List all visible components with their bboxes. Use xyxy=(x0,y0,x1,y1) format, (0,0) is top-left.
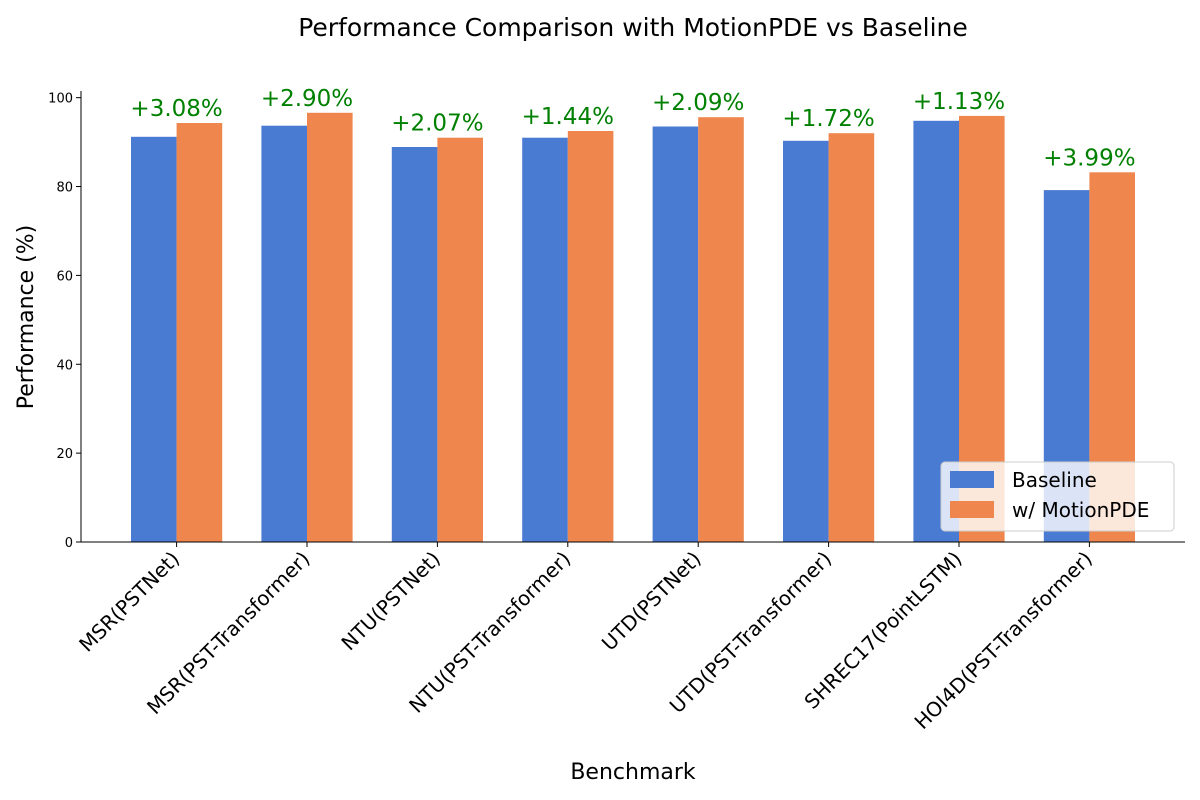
improvement-label-2: +2.07% xyxy=(391,111,483,137)
y-tick-label-0: 0 xyxy=(65,536,73,551)
bar-motionpde-3 xyxy=(567,131,614,542)
legend-label-0: Baseline xyxy=(1012,468,1097,492)
bar-baseline-2 xyxy=(391,147,438,542)
bar-baseline-3 xyxy=(522,137,568,542)
bar-baseline-5 xyxy=(783,140,829,543)
improvement-label-7: +3.99% xyxy=(1043,145,1135,171)
y-axis-label: Performance (%) xyxy=(14,225,39,409)
bar-motionpde-0 xyxy=(176,123,223,542)
improvement-label-6: +1.13% xyxy=(913,89,1005,115)
y-tick-label-80: 80 xyxy=(56,181,73,196)
bar-motionpde-2 xyxy=(437,137,483,542)
legend-label-1: w/ MotionPDE xyxy=(1012,498,1149,522)
legend-swatch-1 xyxy=(950,501,994,518)
x-tick-label-0: MSR(PSTNet) xyxy=(74,547,184,657)
bar-baseline-0 xyxy=(131,136,177,543)
improvement-label-5: +1.72% xyxy=(782,106,874,132)
legend-box xyxy=(940,461,1175,532)
improvement-label-1: +2.90% xyxy=(261,86,353,112)
y-tick-label-20: 20 xyxy=(56,447,73,462)
bar-baseline-4 xyxy=(652,126,699,542)
bar-baseline-1 xyxy=(261,125,307,542)
chart-title: Performance Comparison with MotionPDE vs… xyxy=(298,13,968,42)
x-axis-label: Benchmark xyxy=(570,760,696,785)
improvement-label-0: +3.08% xyxy=(130,96,222,122)
improvement-label-4: +2.09% xyxy=(652,90,744,116)
bar-motionpde-5 xyxy=(828,133,875,542)
legend: Baseline w/ MotionPDE xyxy=(940,461,1175,532)
x-tick-label-2: NTU(PSTNet) xyxy=(336,547,445,656)
y-tick-label-100: 100 xyxy=(48,92,73,107)
improvement-label-3: +1.44% xyxy=(522,104,614,130)
bar-motionpde-1 xyxy=(307,112,353,543)
x-tick-label-4: UTD(PSTNet) xyxy=(597,547,706,656)
legend-swatch-0 xyxy=(950,471,994,488)
y-tick-label-40: 40 xyxy=(56,358,73,373)
bar-motionpde-4 xyxy=(698,117,744,542)
y-tick-label-60: 60 xyxy=(56,269,73,284)
plot-area: +3.08%MSR(PSTNet)+2.90%MSR(PST-Transform… xyxy=(48,86,1185,734)
